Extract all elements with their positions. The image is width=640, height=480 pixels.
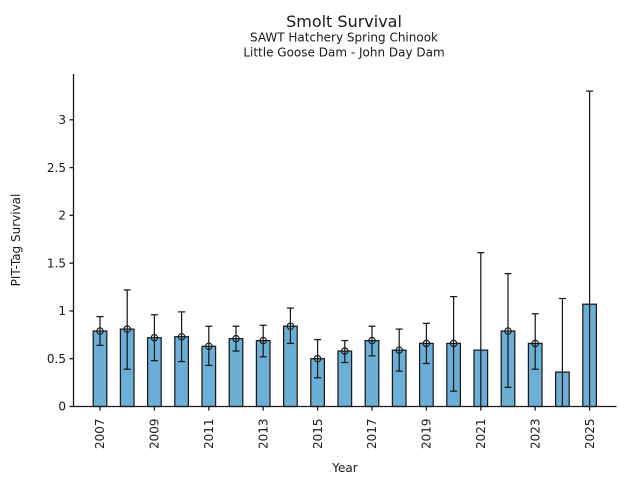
y-axis-label: PIT-Tag Survival [9,194,23,287]
y-tick-label-1: 1 [58,304,66,318]
point-marker-2018 [395,346,403,354]
x-tick-label-2007: 2007 [93,419,107,450]
y-tick-label-0: 0 [58,400,66,414]
y-tick-label-0.5: 0.5 [47,352,66,366]
chart-title: Smolt Survival [286,12,402,31]
chart-subtitle-line2: Little Goose Dam - John Day Dam [243,46,444,60]
x-tick-label-2019: 2019 [420,419,434,450]
x-tick-label-2015: 2015 [311,419,325,450]
x-tick-label-2025: 2025 [583,419,597,450]
point-marker-2010 [177,332,186,341]
chart-subtitle-line1: SAWT Hatchery Spring Chinook [250,31,438,45]
point-marker-2008 [123,325,131,333]
point-marker-2023 [531,339,539,348]
point-marker-2012 [232,334,240,343]
x-tick-label-2009: 2009 [148,419,162,450]
y-tick-label-3: 3 [58,113,66,127]
x-tick-label-2023: 2023 [528,419,542,450]
y-tick-label-2: 2 [58,209,66,223]
point-marker-2014 [286,322,295,330]
point-marker-2022 [504,327,512,335]
point-marker-2015 [313,354,322,363]
x-tick-label-2013: 2013 [256,419,270,450]
x-tick-label-2017: 2017 [365,419,379,450]
point-marker-2019 [422,339,431,348]
point-marker-2009 [150,333,159,342]
point-marker-2016 [341,347,349,355]
x-axis-label: Year [331,461,357,475]
y-tick-label-2.5: 2.5 [47,161,66,175]
y-tick-label-1.5: 1.5 [47,256,66,270]
point-marker-2020 [449,339,458,348]
plot-area: 0 0.5 1 1.5 2 2.5 3 2007 2009 2011 2013 2015 2017 201… [47,74,617,449]
x-tick-label-2011: 2011 [202,419,216,450]
point-marker-2017 [368,336,376,345]
point-marker-2013 [259,336,267,345]
x-tick-label-2021: 2021 [474,419,488,450]
point-marker-2007 [96,327,104,335]
point-marker-2011 [205,342,213,351]
